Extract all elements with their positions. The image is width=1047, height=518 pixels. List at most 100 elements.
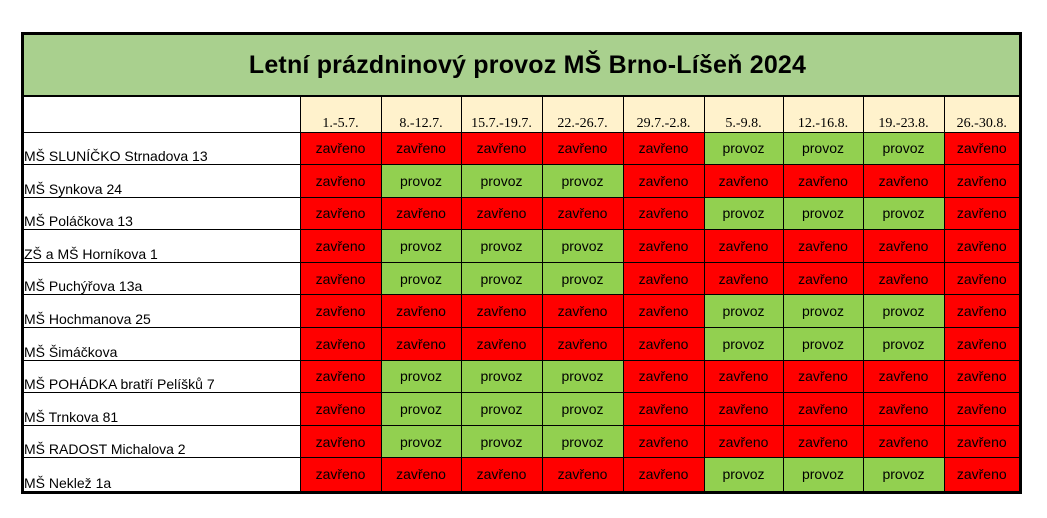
status-cell-closed: zavřeno	[782, 392, 863, 426]
status-cell-closed: zavřeno	[622, 360, 704, 394]
status-label: zavřeno	[956, 401, 1007, 418]
status-label: zavřeno	[476, 466, 527, 483]
status-label: zavřeno	[956, 466, 1007, 483]
status-cell-closed: zavřeno	[460, 197, 542, 231]
status-cell-open: provoz	[703, 457, 783, 491]
status-cell-closed: zavřeno	[622, 132, 704, 166]
status-cell-closed: zavřeno	[460, 132, 542, 166]
status-cell-open: provoz	[380, 229, 461, 263]
title-banner: Letní prázdninový provoz MŠ Brno-Líšeň 2…	[24, 35, 1019, 97]
status-label: provoz	[561, 172, 604, 189]
status-cell-closed: zavřeno	[622, 229, 704, 263]
status-label: zavřeno	[557, 140, 608, 157]
status-cell-closed: zavřeno	[862, 392, 944, 426]
status-cell-closed: zavřeno	[380, 197, 461, 231]
status-label: provoz	[722, 335, 765, 352]
status-cell-open: provoz	[862, 327, 944, 361]
status-cell-open: provoz	[541, 262, 623, 296]
status-cell-closed: zavřeno	[622, 425, 704, 459]
status-label: zavřeno	[638, 238, 689, 255]
status-cell-closed: zavřeno	[782, 425, 863, 459]
status-cell-closed: zavřeno	[380, 327, 461, 361]
status-cell-open: provoz	[460, 229, 542, 263]
status-cell-closed: zavřeno	[299, 164, 381, 198]
status-label: zavřeno	[638, 140, 689, 157]
school-name: ZŠ a MŠ Horníkova 1	[24, 229, 300, 263]
status-label: zavřeno	[798, 270, 848, 287]
status-label: provoz	[882, 466, 925, 483]
status-cell-closed: zavřeno	[782, 229, 863, 263]
status-cell-open: provoz	[541, 360, 623, 394]
status-cell-closed: zavřeno	[703, 360, 783, 394]
status-cell-closed: zavřeno	[782, 262, 863, 296]
status-cell-closed: zavřeno	[299, 425, 381, 459]
table-row: MŠ Šimáčkova zavřeno zavřeno zavřeno zavřeno…	[24, 327, 1019, 361]
status-cell-open: provoz	[541, 392, 623, 426]
status-cell-closed: zavřeno	[943, 164, 1019, 198]
status-cell-closed: zavřeno	[862, 360, 944, 394]
status-cell-closed: zavřeno	[380, 457, 461, 491]
status-cell-closed: zavřeno	[299, 132, 381, 166]
school-name: MŠ Trnkova 81	[24, 392, 300, 426]
status-cell-closed: zavřeno	[460, 294, 542, 329]
status-cell-closed: zavřeno	[943, 262, 1019, 296]
status-cell-open: provoz	[460, 262, 542, 296]
status-cell-closed: zavřeno	[622, 327, 704, 361]
status-label: provoz	[801, 140, 845, 157]
status-label: provoz	[561, 401, 604, 418]
status-label: zavřeno	[315, 401, 366, 418]
status-cell-closed: zavřeno	[380, 294, 461, 329]
status-label: zavřeno	[476, 140, 527, 157]
status-cell-closed: zavřeno	[299, 392, 381, 426]
status-cell-closed: zavřeno	[299, 457, 381, 491]
status-label: zavřeno	[956, 238, 1007, 255]
table-row: MŠ RADOST Michalova 2 zavřeno provoz provoz…	[24, 425, 1019, 459]
status-label: provoz	[480, 433, 523, 450]
status-label: zavřeno	[956, 303, 1007, 320]
status-cell-closed: zavřeno	[622, 457, 704, 491]
status-cell-open: provoz	[703, 327, 783, 361]
status-cell-closed: zavřeno	[862, 425, 944, 459]
status-label: zavřeno	[718, 270, 769, 287]
status-label: provoz	[722, 466, 765, 483]
school-name: MŠ Poláčkova 13	[24, 197, 300, 231]
status-cell-open: provoz	[862, 197, 944, 231]
status-cell-open: provoz	[862, 294, 944, 329]
status-label: zavřeno	[718, 172, 769, 189]
status-label: zavřeno	[476, 335, 527, 352]
status-cell-open: provoz	[541, 229, 623, 263]
status-cell-closed: zavřeno	[299, 294, 381, 329]
status-cell-open: provoz	[782, 132, 863, 166]
status-cell-open: provoz	[460, 392, 542, 426]
status-label: zavřeno	[315, 270, 366, 287]
school-name: MŠ Neklež 1a	[24, 457, 300, 491]
school-name: MŠ Synkova 24	[24, 164, 300, 198]
status-cell-closed: zavřeno	[299, 229, 381, 263]
status-label: zavřeno	[878, 368, 929, 385]
header-corner	[24, 97, 300, 133]
week-header: 26.-30.8.	[943, 97, 1019, 133]
status-label: provoz	[399, 238, 443, 255]
status-label: provoz	[399, 270, 443, 287]
status-cell-closed: zavřeno	[299, 327, 381, 361]
school-name: MŠ Šimáčkova	[24, 327, 300, 361]
status-cell-open: provoz	[380, 392, 461, 426]
week-header: 22.-26.7.	[541, 97, 623, 133]
status-cell-closed: zavřeno	[541, 132, 623, 166]
status-label: zavřeno	[878, 401, 929, 418]
status-label: zavřeno	[315, 238, 366, 255]
week-header: 5.-9.8.	[703, 97, 783, 133]
status-label: provoz	[722, 205, 765, 222]
status-cell-closed: zavřeno	[943, 132, 1019, 166]
table-row: MŠ Synkova 24 zavřeno provoz provoz provoz za…	[24, 164, 1019, 198]
school-name: MŠ Puchýřova 13a	[24, 262, 300, 296]
status-label: provoz	[882, 140, 925, 157]
status-cell-open: provoz	[380, 425, 461, 459]
status-cell-closed: zavřeno	[943, 360, 1019, 394]
table-row: MŠ Hochmanova 25 zavřeno zavřeno zavřeno zav…	[24, 294, 1019, 329]
table-row: ZŠ a MŠ Horníkova 1 zavřeno provoz provoz pr…	[24, 229, 1019, 263]
status-label: zavřeno	[315, 335, 366, 352]
school-name: MŠ POHÁDKA bratří Pelíšků 7	[24, 360, 300, 394]
status-cell-closed: zavřeno	[703, 164, 783, 198]
status-cell-closed: zavřeno	[622, 197, 704, 231]
